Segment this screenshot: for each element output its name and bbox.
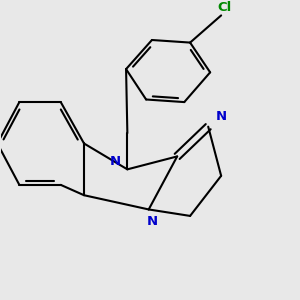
Text: N: N xyxy=(216,110,227,124)
Text: N: N xyxy=(146,214,158,228)
Text: Cl: Cl xyxy=(217,1,232,14)
Text: N: N xyxy=(110,155,121,168)
